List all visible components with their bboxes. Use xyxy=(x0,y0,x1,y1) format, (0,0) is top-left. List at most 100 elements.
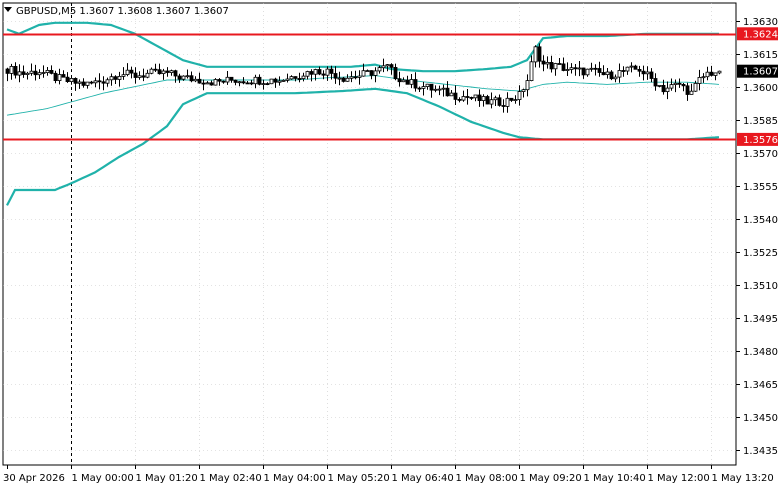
candle-body xyxy=(177,75,182,80)
candle-body xyxy=(497,97,502,106)
price-tick-label: 1.3615 xyxy=(743,50,778,61)
candle-body xyxy=(429,83,434,91)
candle-body xyxy=(249,82,254,85)
time-tick-label: 1 May 01:20 xyxy=(136,473,198,484)
candle-body xyxy=(157,69,162,75)
candle-body xyxy=(613,76,618,80)
candle-body xyxy=(205,82,210,85)
candle-body xyxy=(77,81,82,84)
candle-body xyxy=(653,78,658,87)
candle-body xyxy=(57,74,62,81)
price-tick-label: 1.3540 xyxy=(743,215,778,226)
candle-body xyxy=(373,70,378,76)
candle-body xyxy=(221,80,226,83)
price-tick-label: 1.3450 xyxy=(743,413,778,424)
candle-body xyxy=(569,67,574,70)
candle-body xyxy=(473,94,478,99)
candle-body xyxy=(533,46,538,63)
candle-body xyxy=(693,83,698,92)
candle-body xyxy=(93,80,98,84)
candle-body xyxy=(437,88,442,91)
candle-body xyxy=(89,81,94,84)
time-axis[interactable]: 30 Apr 2026 1 May 00:00 1 May 01:20 1 May 0… xyxy=(3,465,774,484)
candle-body xyxy=(149,68,154,74)
candle-body xyxy=(109,76,114,81)
candle-body xyxy=(305,71,310,77)
candle-body xyxy=(17,71,22,76)
candle-body xyxy=(401,79,406,83)
candle-body xyxy=(525,80,530,91)
candle-body xyxy=(29,70,34,74)
price-axis[interactable]: 1.3630 1.3615 1.3600 1.3585 1.3570 1.3555 1.35… xyxy=(736,17,778,457)
candle-body xyxy=(113,76,118,80)
candle-body xyxy=(25,72,30,76)
symbol-info: GBPUSD,M5 1.3607 1.3608 1.3607 1.3607 xyxy=(16,6,229,17)
candle-body xyxy=(321,73,326,76)
candle-body xyxy=(665,87,670,92)
candle-body xyxy=(597,68,602,73)
time-tick-label: 1 May 04:00 xyxy=(264,473,326,484)
candle-body xyxy=(541,60,546,65)
candle-body xyxy=(365,70,370,72)
time-tick-label: 1 May 10:40 xyxy=(584,473,646,484)
candle-body xyxy=(337,77,342,80)
time-tick-label: 1 May 13:20 xyxy=(712,473,774,484)
candle-body xyxy=(265,83,270,85)
price-tick-label: 1.3630 xyxy=(743,17,778,28)
candle-body xyxy=(49,70,54,74)
candle-body xyxy=(197,78,202,84)
candle-body xyxy=(689,90,694,95)
candle-body xyxy=(129,69,134,74)
candle-body xyxy=(393,67,398,80)
candle-body xyxy=(209,82,214,86)
candle-body xyxy=(37,72,42,76)
candle-body xyxy=(81,81,86,86)
candle-body xyxy=(477,94,482,101)
candle-body xyxy=(417,87,422,90)
candle-body xyxy=(713,72,718,76)
price-tick-label: 1.3600 xyxy=(743,83,778,94)
time-tick-label: 1 May 12:00 xyxy=(648,473,710,484)
price-tags: 1.3624 1.3576 1.3607 xyxy=(737,27,778,146)
candle-body xyxy=(677,82,682,85)
candle-body xyxy=(545,62,550,65)
candle-body xyxy=(9,66,14,74)
candle-body xyxy=(681,84,686,87)
candle-body xyxy=(169,70,174,73)
plot-area[interactable] xyxy=(2,2,737,466)
candle-body xyxy=(165,70,170,73)
candle-body xyxy=(333,73,338,79)
candle-body xyxy=(657,85,662,87)
candle-body xyxy=(357,75,362,78)
candle-body xyxy=(381,65,386,69)
candle-body xyxy=(425,83,430,87)
candle-body xyxy=(289,76,294,80)
candle-body xyxy=(213,79,218,86)
candle-body xyxy=(605,71,610,75)
candle-body xyxy=(617,70,622,78)
candle-body xyxy=(413,79,418,89)
candle-body xyxy=(513,99,518,101)
candle-body xyxy=(325,68,330,76)
candle-body xyxy=(69,78,74,83)
time-tick-label: 30 Apr 2026 xyxy=(3,473,65,484)
candle-body xyxy=(609,71,614,80)
candle-body xyxy=(385,64,390,67)
horizontal-level-lines[interactable] xyxy=(3,33,736,141)
candle-body xyxy=(521,89,526,92)
candle-body xyxy=(517,91,522,100)
triangle-down-icon[interactable] xyxy=(4,7,12,12)
candle-body xyxy=(701,76,706,79)
candle-body xyxy=(397,78,402,83)
price-tick-label: 1.3495 xyxy=(743,314,778,325)
candle-body xyxy=(85,81,90,86)
candle-body xyxy=(245,82,250,85)
price-tick-label: 1.3465 xyxy=(743,380,778,391)
candle-body xyxy=(285,78,290,81)
candle-body xyxy=(117,76,122,80)
price-tick-label: 1.3480 xyxy=(743,347,778,358)
price-tick-label: 1.3585 xyxy=(743,116,778,127)
candle-body xyxy=(45,70,50,74)
